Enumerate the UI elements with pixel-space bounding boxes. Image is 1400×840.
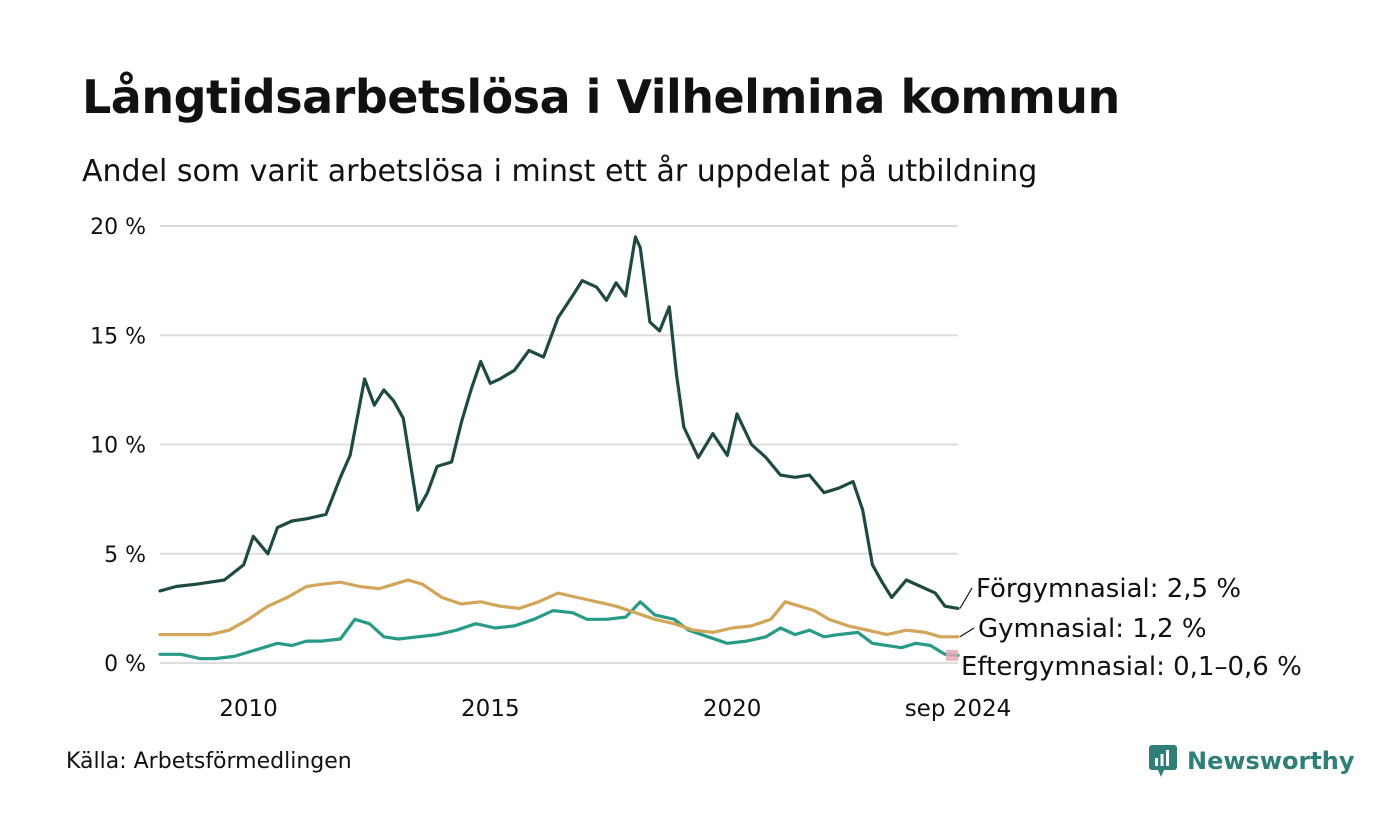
y-tick-label: 15 % [90,324,146,349]
end-label-eftergymnasial: Eftergymnasial: 0,1–0,6 % [961,652,1302,682]
end-label-forgymnasial: Förgymnasial: 2,5 % [976,574,1241,604]
x-tick-label: 2020 [703,696,762,722]
newsworthy-logo-icon [1149,745,1177,777]
grid-layer [160,225,958,664]
series-line-gymnasial [158,578,960,639]
x-axis-ticks: 2010 2015 2020 sep 2024 [219,696,1011,722]
series-range-band-eftergymnasial [946,649,958,661]
end-label-connector-forgymnasial [959,587,973,609]
chart-subtitle: Andel som varit arbetslösa i minst ett å… [82,154,1038,189]
brand-logo: Newsworthy [1148,744,1355,778]
brand-name: Newsworthy [1187,747,1355,775]
x-tick-label: 2015 [461,696,520,722]
end-label-connector-gymnasial [959,627,975,638]
end-labels: Förgymnasial: 2,5 % Gymnasial: 1,2 % Efter… [959,574,1302,682]
series-layer [158,235,960,661]
y-tick-label: 0 % [104,652,146,677]
x-tick-label: 2010 [219,696,278,722]
y-axis-ticks: 0 % 5 % 10 % 15 % 20 % [90,215,146,677]
end-label-gymnasial: Gymnasial: 1,2 % [978,614,1207,644]
series-line-eftergymnasial [158,600,960,661]
chart-title: Långtidsarbetslösa i Vilhelmina kommun [82,70,1120,124]
source-note: Källa: Arbetsförmedlingen [66,749,352,774]
y-tick-label: 10 % [90,434,146,459]
series-line-forgymnasial [158,235,960,611]
y-tick-label: 20 % [90,215,146,240]
y-tick-label: 5 % [104,543,146,568]
x-tick-label: sep 2024 [905,696,1012,722]
